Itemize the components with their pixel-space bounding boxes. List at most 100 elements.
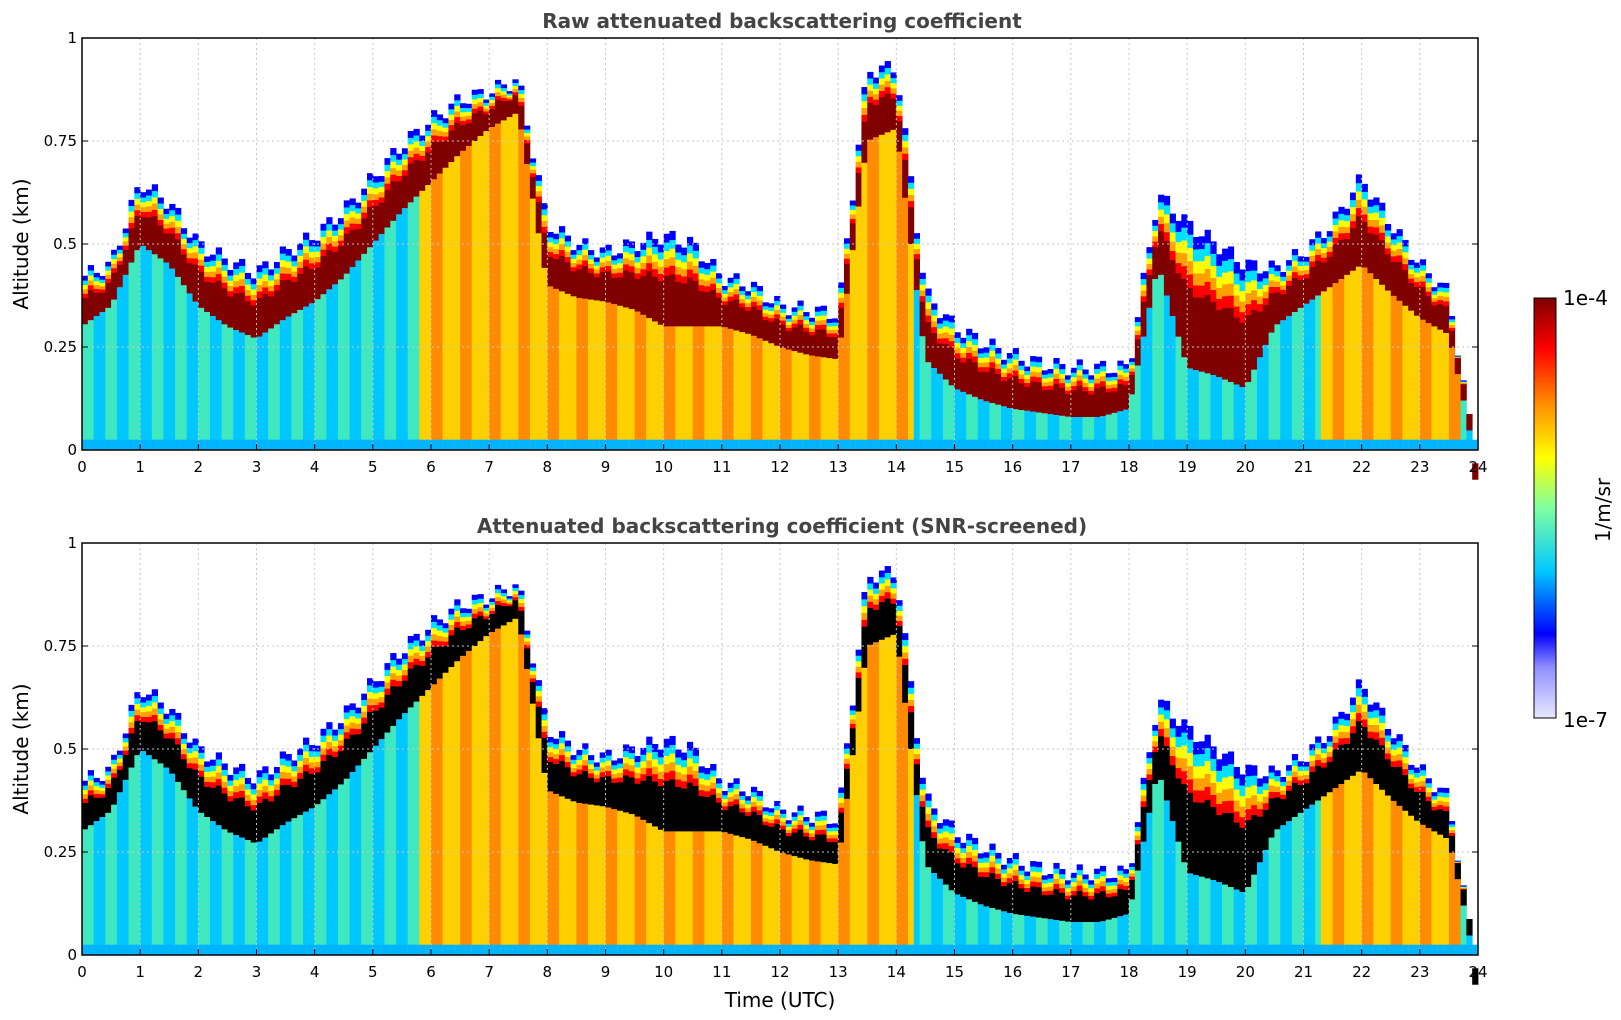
heatmap-cell — [460, 629, 467, 656]
heatmap-cell — [622, 307, 630, 450]
heatmap-cell — [1169, 718, 1176, 729]
heatmap-cell — [1181, 944, 1188, 955]
heatmap-cell — [727, 296, 734, 302]
heatmap-cell — [1414, 286, 1421, 316]
heatmap-cell — [1192, 753, 1200, 767]
heatmap-cell — [1227, 887, 1235, 955]
heatmap-cell — [448, 119, 455, 126]
heatmap-cell — [535, 439, 542, 450]
heatmap-cell — [320, 754, 327, 761]
heatmap-cell — [134, 187, 141, 194]
heatmap-cell — [1291, 254, 1299, 261]
heatmap-cell — [1024, 871, 1031, 877]
heatmap-cell — [657, 764, 665, 772]
heatmap-cell — [1059, 878, 1066, 884]
heatmap-cell — [907, 687, 915, 694]
heatmap-cell — [849, 222, 857, 251]
heatmap-cell — [873, 88, 880, 95]
heatmap-cell — [1297, 307, 1304, 450]
heatmap-cell — [303, 232, 310, 240]
heatmap-cell — [291, 255, 298, 262]
heatmap-cell — [1111, 917, 1118, 955]
heatmap-cell — [157, 208, 164, 215]
heatmap-cell — [1140, 783, 1147, 790]
heatmap-cell — [390, 154, 397, 162]
heatmap-cell — [739, 286, 746, 292]
heatmap-cell — [500, 120, 508, 451]
heatmap-cell — [1117, 865, 1124, 871]
heatmap-cell — [727, 328, 734, 450]
heatmap-cell — [1169, 241, 1176, 252]
heatmap-cell — [1361, 198, 1368, 207]
heatmap-cell — [1035, 439, 1043, 450]
heatmap-cell — [1158, 721, 1165, 730]
heatmap-cell — [849, 710, 857, 715]
heatmap-cell — [535, 680, 542, 686]
heatmap-cell — [576, 759, 583, 765]
heatmap-cell — [1344, 743, 1351, 780]
heatmap-cell — [157, 702, 164, 709]
heatmap-cell — [803, 439, 810, 450]
heatmap-cell — [489, 93, 496, 97]
raw-backscatter-panel: Raw attenuated backscattering coefficien… — [9, 9, 1488, 480]
heatmap-cell — [436, 944, 444, 955]
heatmap-cell — [262, 267, 269, 275]
heatmap-cell — [361, 705, 368, 712]
heatmap-cell — [1274, 770, 1281, 777]
heatmap-cell — [564, 439, 571, 450]
heatmap-cell — [884, 67, 891, 75]
heatmap-cell — [407, 163, 414, 203]
heatmap-cell — [1315, 742, 1322, 749]
heatmap-cell — [93, 781, 100, 787]
heatmap-cell — [931, 368, 938, 450]
heatmap-cell — [1070, 439, 1078, 450]
heatmap-cell — [343, 705, 350, 713]
heatmap-cell — [233, 330, 240, 450]
heatmap-cell — [524, 142, 531, 165]
heatmap-cell — [803, 832, 810, 837]
heatmap-cell — [733, 783, 740, 790]
heatmap-cell — [186, 752, 193, 759]
heatmap-cell — [692, 785, 699, 832]
heatmap-cell — [780, 829, 787, 853]
heatmap-cell — [925, 820, 932, 828]
heatmap-cell — [535, 185, 542, 192]
heatmap-cell — [1088, 944, 1095, 955]
heatmap-cell — [262, 766, 269, 774]
heatmap-cell — [919, 944, 926, 955]
heatmap-cell — [803, 319, 810, 324]
heatmap-cell — [698, 831, 705, 955]
heatmap-cell — [1373, 702, 1380, 711]
heatmap-cell — [1431, 301, 1438, 306]
heatmap-cell — [1256, 778, 1264, 787]
heatmap-cell — [849, 213, 857, 219]
heatmap-cell — [1472, 944, 1479, 955]
heatmap-cell — [1210, 880, 1217, 955]
heatmap-cell — [983, 906, 990, 955]
heatmap-cell — [1088, 887, 1095, 893]
heatmap-cell — [1001, 368, 1008, 373]
heatmap-cell — [1425, 828, 1432, 955]
heatmap-cell — [436, 114, 444, 121]
heatmap-cell — [966, 334, 973, 342]
heatmap-cell — [524, 125, 531, 130]
heatmap-cell — [1303, 944, 1310, 955]
heatmap-cell — [489, 126, 496, 451]
heatmap-cell — [529, 158, 537, 163]
heatmap-cell — [826, 863, 833, 955]
heatmap-cell — [954, 389, 961, 450]
heatmap-cell — [1373, 739, 1380, 785]
heatmap-cell — [913, 743, 920, 749]
heatmap-cell — [1181, 227, 1188, 241]
heatmap-cell — [1024, 875, 1031, 881]
heatmap-cell — [1152, 784, 1159, 955]
heatmap-cell — [1204, 747, 1211, 762]
heatmap-cell — [983, 857, 990, 863]
heatmap-cell — [541, 731, 548, 738]
heatmap-cell — [692, 250, 699, 259]
heatmap-cell — [1140, 841, 1147, 955]
heatmap-cell — [192, 744, 199, 752]
heatmap-cell — [704, 280, 711, 287]
heatmap-cell — [192, 763, 199, 770]
heatmap-cell — [948, 833, 955, 840]
